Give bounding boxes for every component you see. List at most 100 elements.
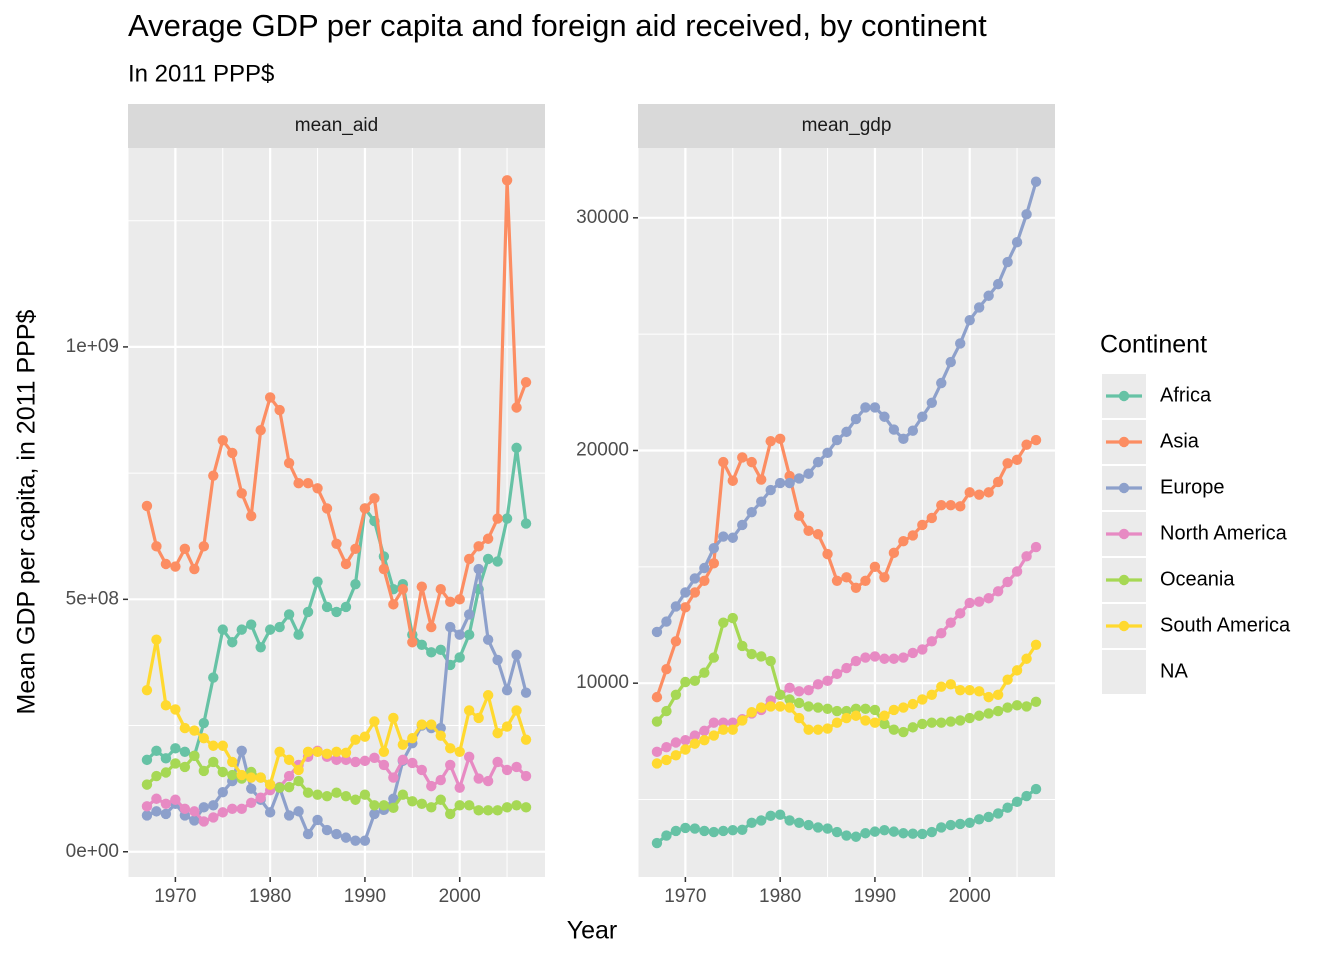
legend-label: Asia: [1160, 430, 1200, 452]
data-point: [179, 803, 191, 815]
data-point: [426, 621, 437, 633]
data-point: [492, 513, 503, 524]
data-point: [350, 734, 361, 745]
data-point: [179, 543, 191, 555]
data-point: [860, 828, 871, 839]
data-point: [907, 425, 919, 436]
data-point: [170, 743, 181, 754]
data-point: [350, 794, 361, 805]
data-point: [936, 499, 947, 511]
y-axis-label: Mean GDP per capita, in 2011 PPP$: [13, 309, 41, 714]
data-point: [869, 651, 881, 662]
data-point: [926, 689, 937, 701]
data-point: [302, 828, 314, 840]
data-point: [831, 668, 843, 680]
data-point: [340, 832, 352, 843]
strip-label: mean_aid: [295, 115, 378, 136]
data-point: [473, 563, 484, 575]
data-point: [170, 758, 181, 769]
data-point: [236, 769, 247, 781]
y-tick-label: 1e+09: [66, 336, 119, 357]
data-point: [160, 753, 172, 764]
data-point: [227, 447, 238, 459]
data-point: [236, 803, 247, 815]
data-point: [831, 717, 843, 728]
data-point: [454, 629, 465, 640]
data-point: [426, 719, 437, 730]
data-point: [369, 808, 380, 820]
data-point: [445, 621, 456, 633]
data-point: [208, 740, 219, 751]
data-point: [435, 794, 446, 805]
data-point: [784, 477, 795, 489]
data-point: [321, 791, 333, 802]
data-point: [765, 484, 776, 496]
data-point: [198, 541, 210, 552]
data-point: [765, 655, 776, 667]
data-point: [983, 290, 994, 301]
data-point: [926, 512, 937, 524]
x-tick-label: 1970: [664, 886, 706, 907]
data-point: [869, 561, 881, 573]
data-point: [350, 543, 361, 555]
data-point: [312, 483, 323, 494]
data-point: [388, 599, 399, 610]
data-point: [955, 608, 966, 619]
data-point: [321, 824, 333, 836]
data-point: [397, 584, 409, 595]
data-point: [689, 730, 701, 741]
data-point: [955, 818, 966, 830]
x-tick-label: 1990: [344, 886, 386, 907]
data-point: [737, 640, 748, 652]
data-point: [879, 653, 890, 664]
data-point: [255, 772, 266, 783]
x-tick-label: 2000: [949, 886, 991, 907]
data-point: [520, 377, 532, 388]
data-point: [850, 655, 862, 667]
data-point: [151, 541, 162, 552]
data-point: [217, 786, 228, 798]
data-point: [708, 543, 720, 554]
data-point: [822, 723, 833, 734]
data-point: [189, 815, 200, 826]
data-point: [482, 533, 494, 544]
data-point: [964, 314, 975, 326]
data-point: [208, 812, 219, 823]
data-point: [501, 721, 513, 732]
data-point: [822, 447, 833, 459]
data-point: [680, 587, 691, 598]
data-point: [1021, 701, 1032, 712]
data-point: [680, 676, 691, 688]
data-point: [293, 775, 304, 787]
data-point: [727, 825, 738, 836]
data-point: [331, 746, 342, 757]
data-point: [964, 712, 975, 724]
data-point: [822, 548, 833, 560]
data-point: [227, 756, 238, 768]
data-point: [973, 814, 985, 825]
data-point: [283, 754, 295, 766]
data-point: [699, 562, 710, 574]
data-point: [151, 806, 162, 817]
data-point: [321, 503, 333, 514]
data-point: [302, 478, 314, 489]
data-point: [426, 647, 437, 658]
data-point: [756, 474, 767, 485]
data-point: [293, 806, 304, 817]
data-point: [850, 413, 862, 425]
data-point: [945, 819, 956, 831]
data-point: [321, 601, 333, 613]
data-point: [917, 828, 928, 840]
data-point: [888, 424, 900, 435]
data-point: [774, 689, 786, 701]
data-point: [964, 684, 975, 696]
data-point: [746, 648, 757, 660]
data-point: [473, 712, 484, 724]
data-point: [520, 734, 532, 745]
data-point: [331, 754, 342, 766]
data-point: [973, 710, 985, 721]
data-point: [141, 685, 153, 696]
legend-label: Europe: [1160, 476, 1225, 498]
data-point: [454, 746, 465, 757]
